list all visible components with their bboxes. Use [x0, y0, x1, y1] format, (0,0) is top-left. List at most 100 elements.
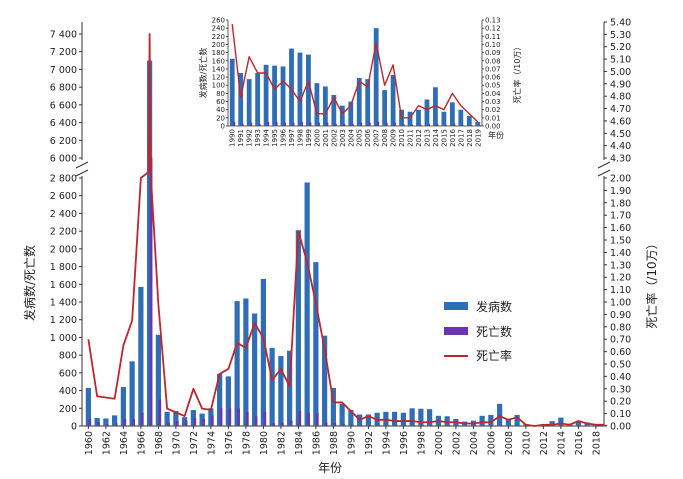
left-tick-label: 6 400 [50, 118, 77, 129]
right-tick-label: 0.00 [610, 422, 631, 433]
x-tick-label: 1992 [364, 431, 375, 455]
inset-case-bar [373, 28, 379, 126]
inset-case-bar [416, 109, 421, 126]
inset-case-bar [238, 73, 244, 126]
inset-case-bar [433, 87, 438, 126]
left-tick-label: 6 200 [50, 136, 77, 147]
axis-break-gap-right [603, 166, 605, 172]
case-bar [94, 418, 100, 426]
inset-case-bar [441, 111, 447, 126]
case-bar [400, 412, 406, 426]
inset-case-bar [297, 52, 303, 126]
right-tick-label: 4.30 [610, 154, 631, 165]
right-tick-label: 0.10 [610, 409, 631, 420]
inset-case-bar [458, 109, 464, 126]
inset-death-bar [343, 123, 346, 126]
left-tick-label: 400 [59, 386, 77, 397]
left-tick-label: 1 800 [50, 262, 77, 273]
inset-death-bar [461, 125, 464, 126]
left-tick-label: 2 800 [50, 174, 77, 185]
case-bar [479, 415, 485, 426]
main-right-axis-label: 死亡率（/10万） [644, 237, 659, 328]
inset-x-tick-label: 2004 [347, 128, 355, 146]
inset-death-bar [266, 121, 270, 126]
x-tick-label: 1998 [416, 431, 427, 455]
left-tick-label: 1 600 [50, 280, 77, 291]
inset-right-tick-label: 0.04 [485, 90, 501, 98]
death-bar [263, 411, 267, 426]
inset-death-bar [317, 122, 320, 126]
x-tick-label: 1980 [259, 431, 270, 455]
case-bar [164, 411, 170, 426]
case-bar [243, 298, 249, 426]
inset-left-tick-label: 120 [212, 74, 225, 82]
inset-left-tick-label: 180 [212, 49, 225, 57]
inset-x-tick-label: 2017 [457, 129, 465, 147]
inset-x-axis-title: 年份 [488, 130, 504, 140]
death-bar [88, 418, 92, 426]
case-bar [199, 413, 205, 426]
case-bar-break-segment [147, 158, 153, 178]
x-tick-label: 2016 [574, 431, 585, 455]
axis-break-mark [75, 169, 89, 177]
inset-x-tick-label: 2011 [407, 129, 415, 147]
death-bar [272, 423, 275, 426]
inset-case-bar [229, 58, 235, 126]
inset-x-tick-label: 2014 [432, 128, 440, 146]
death-bar [149, 172, 153, 426]
inset-right-tick-label: 0.10 [485, 41, 501, 49]
inset-left-tick-label: 200 [212, 41, 225, 49]
right-tick-label: 5.00 [610, 67, 631, 78]
x-tick-label: 2000 [434, 431, 445, 455]
right-tick-label: 5.10 [610, 55, 631, 66]
right-tick-label: 0.80 [610, 322, 631, 333]
main-left-axis-label: 发病数/死亡数 [22, 245, 37, 321]
x-tick-label: 1986 [311, 431, 322, 455]
inset-death-bar [436, 123, 439, 126]
inset-case-bar [390, 75, 396, 126]
right-tick-label: 0.60 [610, 347, 631, 358]
right-tick-label: 2.00 [610, 174, 631, 185]
inset-x-tick-label: 1993 [254, 129, 262, 147]
inset-right-tick-label: 0.00 [485, 123, 501, 131]
inset-case-bar [280, 66, 286, 126]
inset-case-bar [255, 73, 261, 126]
death-bar [499, 425, 503, 426]
case-bar [260, 278, 266, 426]
x-tick-label: 1960 [84, 431, 95, 455]
inset-rate-line-path [231, 23, 479, 123]
inset-death-bar [233, 121, 236, 126]
inset-death-bar [470, 125, 473, 126]
death-bar [228, 408, 232, 426]
case-bar [85, 387, 91, 426]
inset-left-tick-label: 60 [216, 98, 225, 106]
right-tick-label: 1.10 [610, 285, 631, 296]
inset-case-bar [348, 101, 354, 126]
case-bar [269, 348, 275, 426]
right-tick-label: 0.50 [610, 360, 631, 371]
death-bar [429, 425, 433, 426]
inset-x-tick-label: 1994 [263, 128, 271, 146]
legend-deaths-swatch [444, 327, 468, 335]
inset-death-bar [309, 122, 312, 126]
case-bar [488, 414, 494, 426]
inset-x-tick-label: 2016 [449, 128, 457, 146]
left-tick-label: 6 000 [50, 154, 77, 165]
inset-x-tick-label: 1991 [237, 129, 245, 147]
inset-death-bar [410, 124, 414, 126]
legend-deaths-label: 死亡数 [476, 324, 512, 339]
inset-left-tick-label: 100 [212, 82, 225, 90]
inset-x-tick-label: 1996 [280, 128, 288, 146]
death-bar [316, 412, 319, 426]
death-bar [403, 425, 407, 426]
death-bar [394, 425, 398, 426]
case-bar [409, 408, 415, 426]
right-tick-label: 1.50 [610, 236, 631, 247]
main-left-axis-title: 发病数/死亡数 [22, 245, 37, 321]
inset-right-tick-label: 0.08 [485, 57, 501, 65]
left-tick-label: 2 600 [50, 191, 77, 202]
right-tick-label: 4.50 [610, 129, 631, 140]
x-tick-label: 1968 [154, 431, 165, 455]
